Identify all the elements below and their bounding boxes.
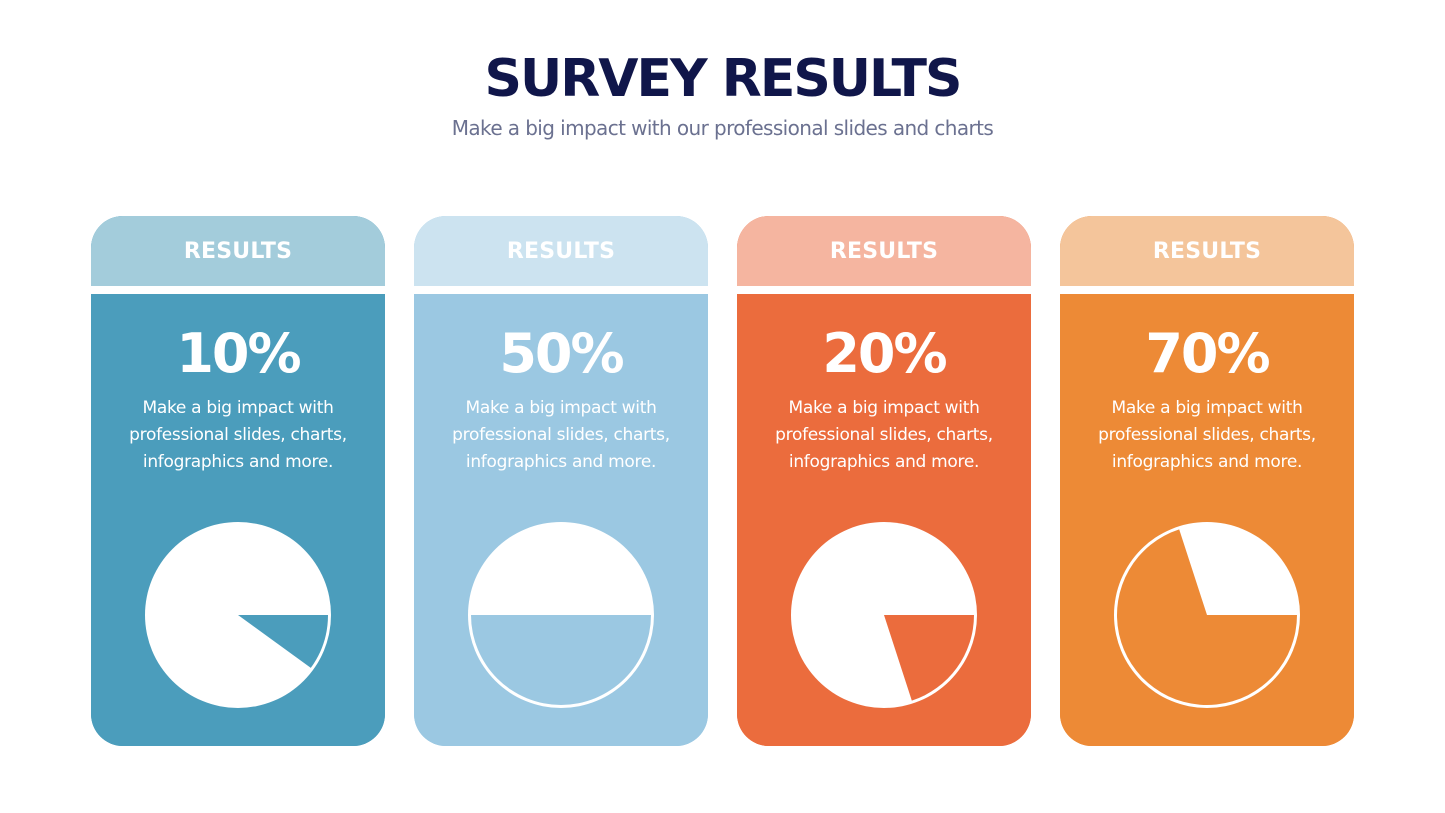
card-divider (1060, 286, 1354, 294)
pie-chart (145, 522, 331, 708)
card-divider (414, 286, 708, 294)
card-description: Make a big impact with professional slid… (452, 398, 670, 472)
card-description: Make a big impact with professional slid… (129, 398, 347, 472)
pie-chart (791, 522, 977, 708)
card-header-label: RESULTS (829, 238, 939, 264)
result-card-2: RESULTS 50% Make a big impact with profe… (414, 216, 708, 746)
card-header: RESULTS (1060, 216, 1354, 286)
card-divider (91, 286, 385, 294)
card-header: RESULTS (737, 216, 1031, 286)
percent-value: 20% (822, 322, 947, 385)
result-card-1: RESULTS 10% Make a big impact with profe… (91, 216, 385, 746)
pie-highlight-slice (884, 615, 974, 701)
pie-highlight-slice (471, 615, 651, 705)
card-divider (737, 286, 1031, 294)
card-body: 70% Make a big impact with professional … (1060, 294, 1354, 746)
pie-highlight-slice (238, 615, 328, 668)
percent-value: 70% (1145, 322, 1270, 385)
card-body: 20% Make a big impact with professional … (737, 294, 1031, 746)
percent-value: 50% (499, 322, 624, 385)
card-body: 50% Make a big impact with professional … (414, 294, 708, 746)
card-header: RESULTS (91, 216, 385, 286)
card-header-label: RESULTS (506, 238, 616, 264)
card-header-label: RESULTS (1152, 238, 1262, 264)
page-title: SURVEY RESULTS (484, 49, 963, 109)
percent-value: 10% (176, 322, 301, 385)
card-description: Make a big impact with professional slid… (1098, 398, 1316, 472)
page-subtitle: Make a big impact with our professional … (451, 116, 994, 140)
card-header: RESULTS (414, 216, 708, 286)
result-card-3: RESULTS 20% Make a big impact with profe… (737, 216, 1031, 746)
pie-chart (1114, 522, 1300, 708)
pie-highlight-slice (1117, 529, 1297, 705)
card-description: Make a big impact with professional slid… (775, 398, 993, 472)
result-card-4: RESULTS 70% Make a big impact with profe… (1060, 216, 1354, 746)
card-header-label: RESULTS (183, 238, 293, 264)
pie-chart (468, 522, 654, 708)
card-body: 10% Make a big impact with professional … (91, 294, 385, 746)
